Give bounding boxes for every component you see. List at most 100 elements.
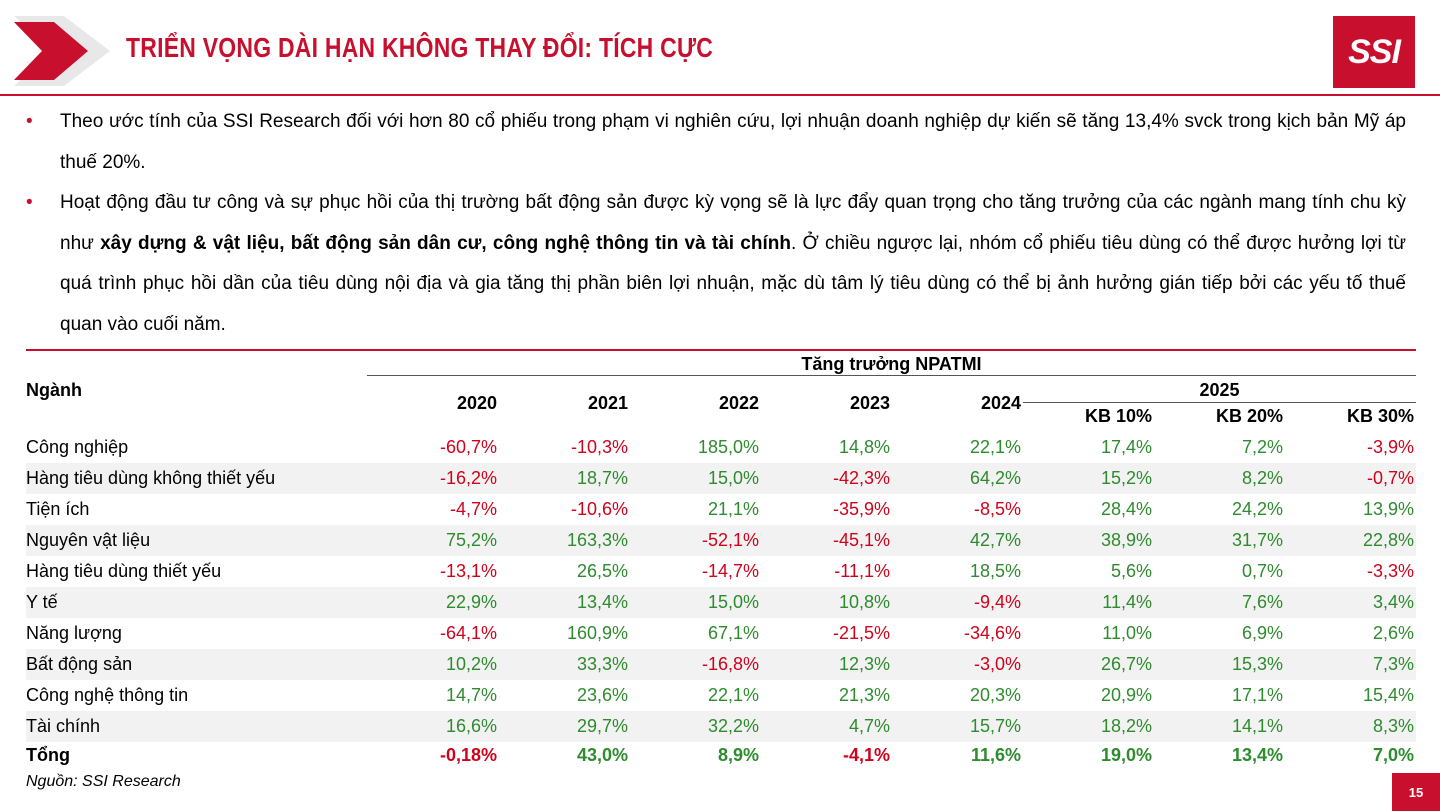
sector-label: Tài chính [26,716,101,736]
sector-label: Công nghiệp [26,437,129,457]
value-cell: -3,0% [973,654,1021,674]
column-header: KB 20% [1215,406,1283,426]
value-cell: 32,2% [707,716,759,736]
value-cell: 7,6% [1241,592,1283,612]
value-cell: -4,1% [842,745,890,765]
page-number: 15 [1392,773,1440,811]
value-cell: 19,0% [1100,745,1152,765]
value-cell: -21,5% [832,623,890,643]
value-cell: -16,2% [439,468,497,488]
value-cell: 5,6% [1110,561,1152,581]
value-cell: 160,9% [566,623,628,643]
value-cell: 2,6% [1372,623,1414,643]
sector-label: Y tế [26,592,58,612]
value-cell: 13,9% [1362,499,1414,519]
group-header: Tăng trưởng NPATMI [801,354,982,374]
bullet-item: • Theo ước tính của SSI Research đối với… [26,102,1406,183]
value-cell: 7,3% [1372,654,1414,674]
value-cell: 42,7% [969,530,1021,550]
value-cell: 15,4% [1362,685,1414,705]
value-cell: 14,1% [1231,716,1283,736]
year-2025-rule [1023,402,1416,403]
value-cell: 22,8% [1362,530,1414,550]
value-cell: -64,1% [439,623,497,643]
page-title: TRIỂN VỌNG DÀI HẠN KHÔNG THAY ĐỔI: TÍCH … [126,32,714,63]
value-cell: -11,1% [834,561,890,581]
table-row: Tài chính 16,6% 29,7% 32,2% 4,7% 15,7% 18,2% 14… [26,711,1416,742]
value-cell: 21,3% [838,685,890,705]
table-row: Nguyên vật liệu 75,2% 163,3% -52,1% -45,1% 42… [26,525,1416,556]
value-cell: -8,5% [973,499,1021,519]
value-cell: 64,2% [969,468,1021,488]
value-cell: -35,9% [832,499,890,519]
value-cell: -16,8% [701,654,759,674]
table-row: Y tế 22,9% 13,4% 15,0% 10,8% -9,4% 11,4% 7,6% 3,… [26,587,1416,618]
value-cell: 38,9% [1100,530,1152,550]
sector-label: Hàng tiêu dùng không thiết yếu [26,468,276,488]
value-cell: -14,7% [701,561,759,581]
bullet-dot-icon: • [26,192,33,213]
table-row: Công nghiệp -60,7% -10,3% 185,0% 14,8% 22,1% 1… [26,432,1416,463]
table-top-rule [26,349,1416,351]
value-cell: 15,0% [707,468,759,488]
year-2025-header: 2025 [1199,380,1240,400]
source-note: Nguồn: SSI Research [26,773,181,790]
column-header: 2024 [980,393,1021,413]
value-cell: 15,0% [707,592,759,612]
value-cell: 11,0% [1102,623,1152,643]
chevron-arrow-icon [14,16,110,86]
value-cell: 31,7% [1231,530,1283,550]
value-cell: 11,4% [1102,592,1152,612]
logo-text: SSI [1348,32,1401,71]
value-cell: 22,9% [445,592,497,612]
value-cell: -52,1% [701,530,759,550]
value-cell: 7,0% [1372,745,1414,765]
value-cell: 3,4% [1372,592,1414,612]
value-cell: 22,1% [969,437,1021,457]
value-cell: 15,2% [1100,468,1152,488]
value-cell: -42,3% [832,468,890,488]
sector-label: Tiện ích [26,499,90,519]
value-cell: 29,7% [576,716,628,736]
value-cell: 13,4% [576,592,628,612]
value-cell: -60,7% [439,437,497,457]
table-row: Tiện ích -4,7% -10,6% 21,1% -35,9% -8,5% 28,4%… [26,494,1416,525]
value-cell: -13,1% [439,561,497,581]
bullet-list: • Theo ước tính của SSI Research đối với… [26,102,1406,345]
value-cell: 21,1% [707,499,759,519]
header-divider [0,94,1440,96]
table-row: Hàng tiêu dùng không thiết yếu -16,2% 18,7… [26,463,1416,494]
value-cell: 6,9% [1241,623,1283,643]
value-cell: 18,2% [1100,716,1152,736]
value-cell: 8,3% [1372,716,1414,736]
value-cell: -34,6% [963,623,1021,643]
column-header: 2023 [849,393,890,413]
value-cell: 10,8% [838,592,890,612]
value-cell: 17,1% [1231,685,1283,705]
bullet-bold-text: xây dựng & vật liệu, bất động sản dân cư… [100,232,791,254]
value-cell: 10,2% [445,654,497,674]
value-cell: 26,5% [576,561,628,581]
column-header: 2022 [718,393,759,413]
value-cell: 24,2% [1231,499,1283,519]
sector-label: Hàng tiêu dùng thiết yếu [26,561,222,581]
table-row: Hàng tiêu dùng thiết yếu -13,1% 26,5% -14,7… [26,556,1416,587]
sector-label: Công nghệ thông tin [26,685,189,705]
value-cell: 18,7% [576,468,628,488]
value-cell: 20,9% [1100,685,1152,705]
value-cell: 33,3% [576,654,628,674]
value-cell: -0,7% [1366,468,1414,488]
value-cell: -3,3% [1366,561,1414,581]
value-cell: 43,0% [576,745,628,765]
total-row: Tổng -0,18% 43,0% 8,9% -4,1% 11,6% 19,0% 13,4% 7… [26,740,1416,771]
value-cell: 28,4% [1100,499,1152,519]
value-cell: 22,1% [707,685,759,705]
table-row: Công nghệ thông tin 14,7% 23,6% 22,1% 21,3% 2… [26,680,1416,711]
sector-label: Bất động sản [26,654,133,674]
value-cell: 20,3% [969,685,1021,705]
bullet-dot-icon: • [26,111,33,132]
ssi-logo: SSI [1333,16,1415,88]
total-label: Tổng [26,745,70,765]
value-cell: -45,1% [832,530,890,550]
value-cell: 14,8% [838,437,890,457]
